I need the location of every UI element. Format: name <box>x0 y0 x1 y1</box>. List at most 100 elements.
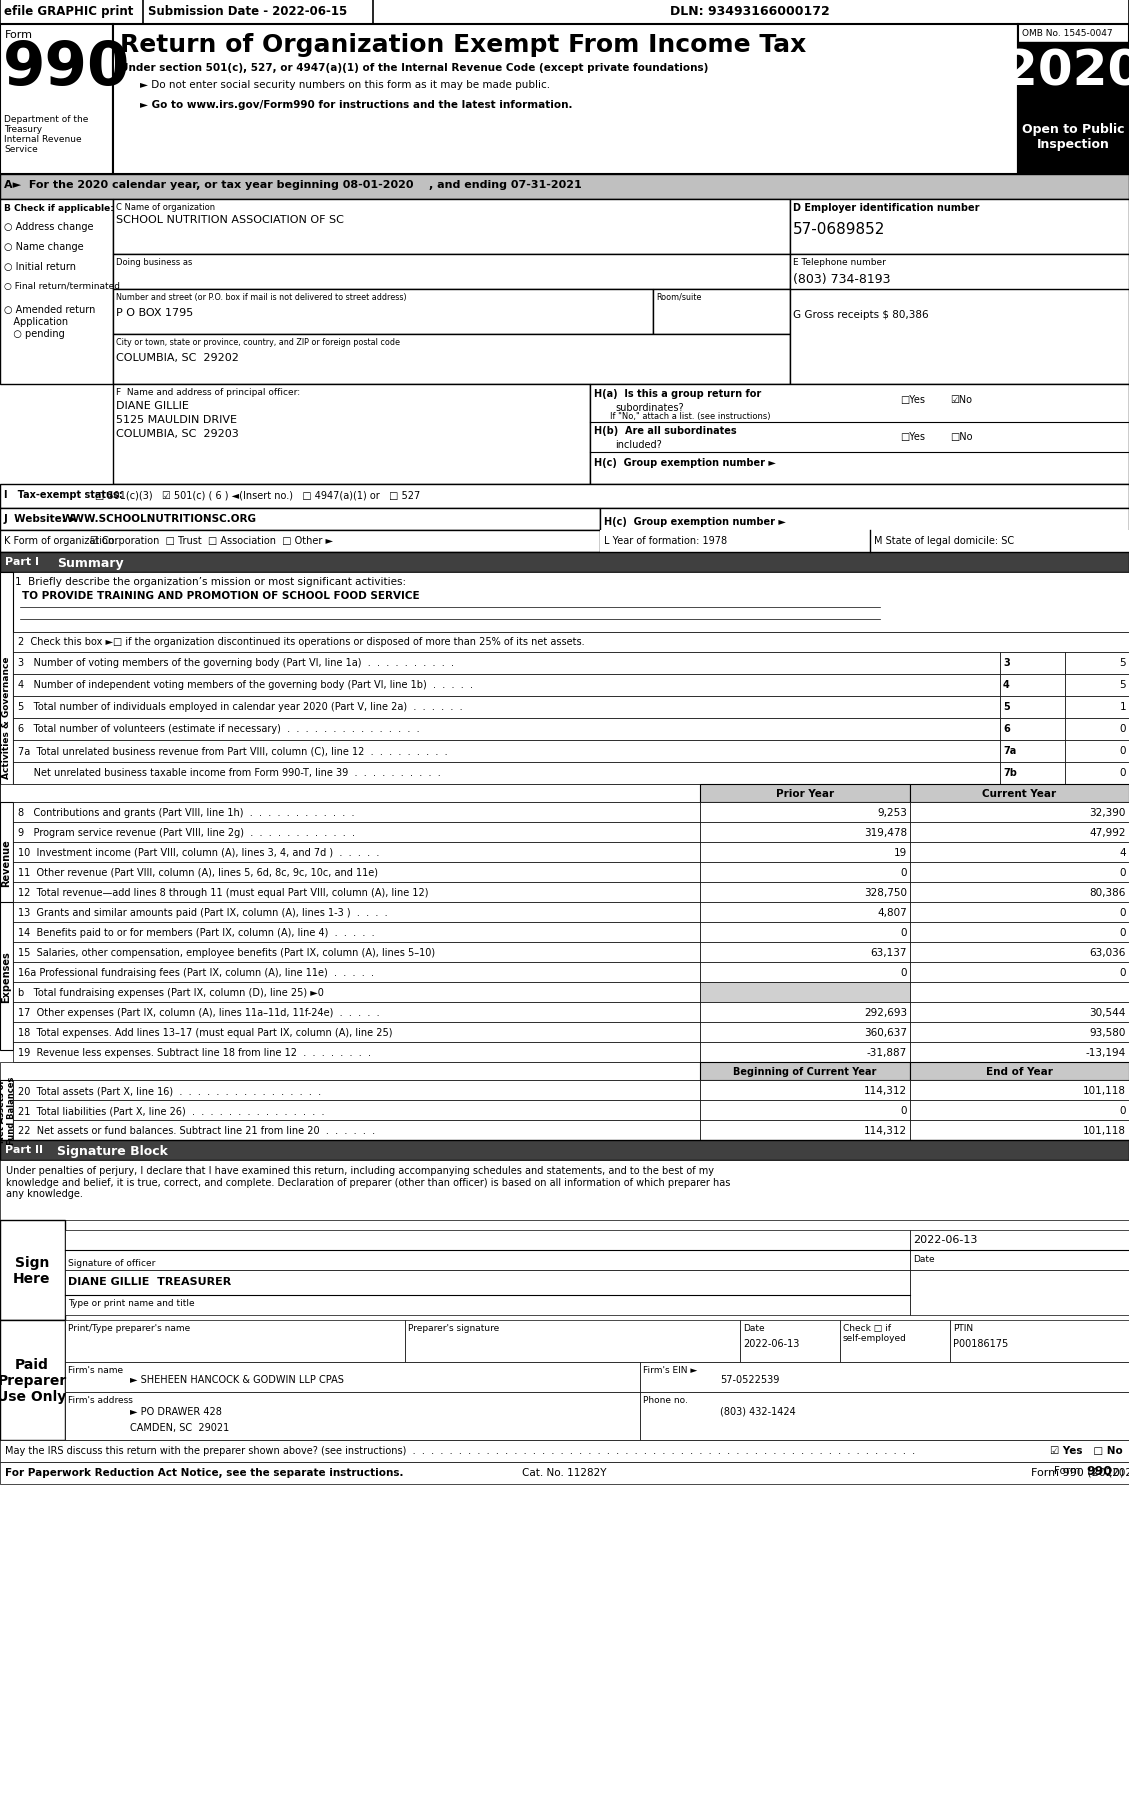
Text: Phone no.: Phone no. <box>644 1395 688 1404</box>
Text: 18  Total expenses. Add lines 13–17 (must equal Part IX, column (A), line 25): 18 Total expenses. Add lines 13–17 (must… <box>18 1028 393 1037</box>
Text: 1  Briefly describe the organization’s mission or most significant activities:: 1 Briefly describe the organization’s mi… <box>15 576 406 587</box>
Bar <box>700 923 910 943</box>
Bar <box>0 784 700 802</box>
Bar <box>65 1270 910 1315</box>
Bar <box>0 531 599 553</box>
Text: 80,386: 80,386 <box>1089 887 1126 898</box>
Text: Current Year: Current Year <box>982 788 1056 799</box>
Bar <box>700 822 910 842</box>
Bar <box>0 201 113 385</box>
Bar <box>14 923 700 943</box>
Text: □Yes: □Yes <box>900 394 925 405</box>
Text: End of Year: End of Year <box>986 1066 1052 1077</box>
Bar <box>0 1220 65 1321</box>
Text: 101,118: 101,118 <box>1083 1086 1126 1095</box>
Bar <box>790 289 1129 385</box>
Bar <box>653 289 790 334</box>
Text: 6: 6 <box>1003 723 1009 734</box>
Text: 4   Number of independent voting members of the governing body (Part VI, line 1b: 4 Number of independent voting members o… <box>18 679 473 690</box>
Bar <box>14 1120 700 1140</box>
Text: City or town, state or province, country, and ZIP or foreign postal code: City or town, state or province, country… <box>116 338 400 347</box>
Bar <box>1000 698 1065 719</box>
Bar <box>0 484 1129 510</box>
Text: I   Tax-exempt status:: I Tax-exempt status: <box>5 490 123 501</box>
Text: P00186175: P00186175 <box>953 1339 1008 1348</box>
Bar <box>113 201 790 255</box>
Text: Form 990 (2020): Form 990 (2020) <box>1031 1467 1124 1476</box>
Text: 17  Other expenses (Part IX, column (A), lines 11a–11d, 11f-24e)  .  .  .  .  .: 17 Other expenses (Part IX, column (A), … <box>18 1008 379 1017</box>
Bar <box>14 674 1000 698</box>
Text: 4: 4 <box>1119 847 1126 858</box>
Text: Cat. No. 11282Y: Cat. No. 11282Y <box>522 1467 606 1476</box>
Bar <box>910 822 1129 842</box>
Text: Room/suite: Room/suite <box>656 293 701 302</box>
Bar <box>700 1063 910 1081</box>
Bar <box>1000 652 1065 674</box>
Bar <box>910 1120 1129 1140</box>
Text: Date: Date <box>743 1323 764 1332</box>
Text: DLN: 93493166000172: DLN: 93493166000172 <box>669 5 830 18</box>
Bar <box>910 1003 1129 1023</box>
Bar <box>14 763 1000 784</box>
Text: ○ Initial return: ○ Initial return <box>5 262 76 271</box>
Bar <box>910 1043 1129 1063</box>
Text: B Check if applicable:: B Check if applicable: <box>5 204 114 213</box>
Text: 0: 0 <box>901 867 907 878</box>
Text: D Employer identification number: D Employer identification number <box>793 202 980 213</box>
Text: ○ Amended return: ○ Amended return <box>5 305 95 314</box>
Bar <box>0 1321 65 1440</box>
Bar <box>1065 674 1129 698</box>
Bar <box>0 1440 1129 1462</box>
Bar <box>739 1321 840 1362</box>
Text: ☑No: ☑No <box>949 394 972 405</box>
Text: 114,312: 114,312 <box>864 1126 907 1135</box>
Bar <box>14 1023 700 1043</box>
Text: ○ pending: ○ pending <box>5 329 64 340</box>
Bar <box>1000 674 1065 698</box>
Text: Signature of officer: Signature of officer <box>68 1258 156 1267</box>
Bar <box>590 385 1129 484</box>
Text: 19  Revenue less expenses. Subtract line 18 from line 12  .  .  .  .  .  .  .  .: 19 Revenue less expenses. Subtract line … <box>18 1048 371 1057</box>
Text: Net unrelated business taxable income from Form 990-T, line 39  .  .  .  .  .  .: Net unrelated business taxable income fr… <box>18 768 440 777</box>
Text: 990: 990 <box>3 40 130 98</box>
Bar <box>910 1231 1129 1270</box>
Text: Treasury: Treasury <box>5 125 42 134</box>
Text: Number and street (or P.O. box if mail is not delivered to street address): Number and street (or P.O. box if mail i… <box>116 293 406 302</box>
Bar <box>700 842 910 862</box>
Bar <box>1000 741 1065 763</box>
Text: Sign
Here: Sign Here <box>14 1256 51 1285</box>
Text: 21  Total liabilities (Part X, line 26)  .  .  .  .  .  .  .  .  .  .  .  .  .  : 21 Total liabilities (Part X, line 26) .… <box>18 1106 324 1115</box>
Text: 0: 0 <box>1120 1106 1126 1115</box>
Text: For Paperwork Reduction Act Notice, see the separate instructions.: For Paperwork Reduction Act Notice, see … <box>5 1467 403 1476</box>
Text: 0: 0 <box>901 967 907 978</box>
Bar <box>700 1003 910 1023</box>
Text: Expenses: Expenses <box>1 950 11 1003</box>
Bar <box>0 573 14 862</box>
Bar <box>14 983 700 1003</box>
Text: 101,118: 101,118 <box>1083 1126 1126 1135</box>
Text: Paid
Preparer
Use Only: Paid Preparer Use Only <box>0 1357 67 1404</box>
Text: ☑ Corporation  □ Trust  □ Association  □ Other ►: ☑ Corporation □ Trust □ Association □ Ot… <box>90 535 333 546</box>
Bar <box>65 1362 640 1391</box>
Text: ○ Address change: ○ Address change <box>5 222 94 231</box>
Bar <box>14 632 1129 652</box>
Text: □No: □No <box>949 432 972 441</box>
Text: DIANE GILLIE  TREASURER: DIANE GILLIE TREASURER <box>68 1276 231 1287</box>
Text: WWW.SCHOOLNUTRITIONSC.ORG: WWW.SCHOOLNUTRITIONSC.ORG <box>62 513 257 524</box>
Bar <box>700 784 910 802</box>
Bar <box>0 1081 14 1140</box>
Text: P O BOX 1795: P O BOX 1795 <box>116 307 193 318</box>
Bar <box>14 822 700 842</box>
Bar <box>700 983 910 1003</box>
Bar <box>0 25 113 175</box>
Text: 7a: 7a <box>1003 746 1016 755</box>
Bar <box>14 802 700 822</box>
Text: efile GRAPHIC print: efile GRAPHIC print <box>5 5 133 18</box>
Bar <box>910 1100 1129 1120</box>
Text: 20  Total assets (Part X, line 16)  .  .  .  .  .  .  .  .  .  .  .  .  .  .  . : 20 Total assets (Part X, line 16) . . . … <box>18 1086 321 1095</box>
Text: 0: 0 <box>1120 746 1126 755</box>
Text: 2022-06-13: 2022-06-13 <box>913 1234 978 1245</box>
Text: 10  Investment income (Part VIII, column (A), lines 3, 4, and 7d )  .  .  .  .  : 10 Investment income (Part VIII, column … <box>18 847 379 858</box>
Text: Return of Organization Exempt From Income Tax: Return of Organization Exempt From Incom… <box>120 33 806 58</box>
Bar <box>14 741 1000 763</box>
